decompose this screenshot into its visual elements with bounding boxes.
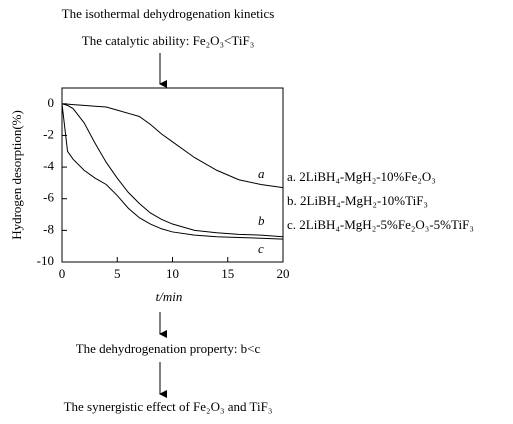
curve-label: a (258, 166, 265, 181)
title: The isothermal dehydrogenation kinetics (62, 6, 275, 21)
data-line (61, 103, 284, 189)
curve-label: c (258, 241, 264, 256)
y-axis-label: Hydrogen desorption(%) (9, 110, 24, 240)
subtitle: The catalytic ability: Fe₂O₃<TiF₃ (82, 33, 254, 48)
y-tick-label: -6 (43, 190, 54, 205)
x-tick-label: 20 (277, 266, 290, 281)
property-text: The dehydrogenation property: b<c (76, 341, 261, 356)
y-tick-label: 0 (48, 95, 55, 110)
x-axis-label: t/min (156, 289, 183, 304)
curve-label: b (258, 213, 265, 228)
x-tick-label: 15 (221, 266, 234, 281)
plot-frame (61, 87, 284, 263)
data-line (61, 103, 284, 240)
x-tick-label: 5 (114, 266, 121, 281)
y-tick-label: -8 (43, 221, 54, 236)
data-line (61, 103, 284, 238)
legend-entry: a. 2LiBH₄-MgH₂-10%Fe₂O₃ (287, 169, 436, 184)
x-tick-label: 10 (166, 266, 179, 281)
legend-entry: b. 2LiBH₄-MgH₂-10%TiF₃ (287, 193, 428, 208)
legend-entry: c. 2LiBH₄-MgH₂-5%Fe₂O₃-5%TiF₃ (287, 217, 474, 232)
conclusion-text: The synergistic effect of Fe₂O₃ and TiF₃ (64, 399, 273, 414)
y-tick-label: -4 (43, 158, 54, 173)
x-tick-label: 0 (59, 266, 66, 281)
y-tick-label: -2 (43, 126, 54, 141)
y-tick-label: -10 (37, 253, 54, 268)
